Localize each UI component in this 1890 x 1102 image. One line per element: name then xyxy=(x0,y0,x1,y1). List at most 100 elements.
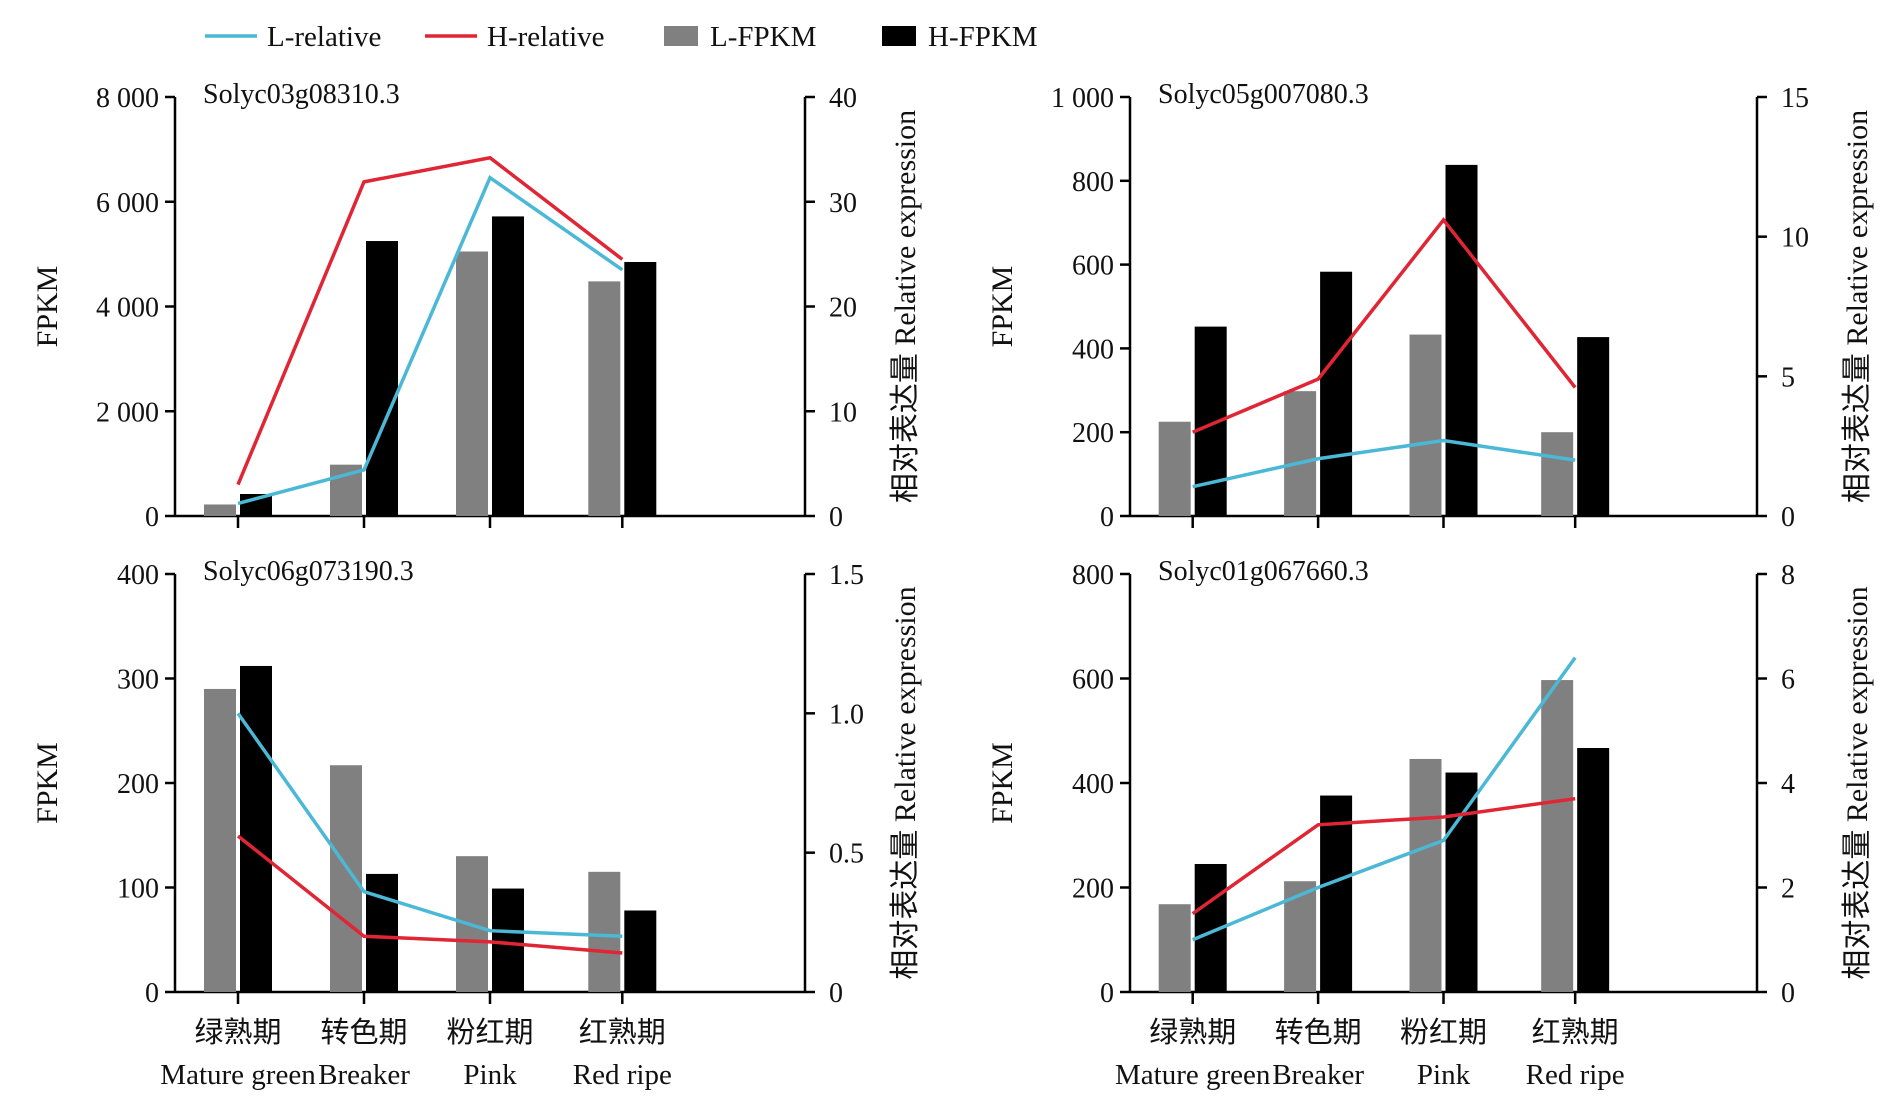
x-tick-label-cn: 转色期 xyxy=(1275,1016,1362,1049)
legend: L-relative H-relative L-FPKM H-FPKM xyxy=(205,21,1038,53)
y-tick-label-left: 400 xyxy=(1072,769,1114,800)
x-tick-label-en: Pink xyxy=(463,1059,517,1091)
x-tick-label-en: Red ripe xyxy=(573,1059,672,1091)
bar-h-fpkm xyxy=(366,873,398,992)
legend-swatch-bar xyxy=(664,26,698,46)
bar-h-fpkm xyxy=(1445,164,1478,517)
legend-swatch-bar xyxy=(882,26,916,46)
y-axis-title-left: FPKM xyxy=(31,742,64,824)
y-tick-label-left: 100 xyxy=(117,874,159,905)
series-line-l-relative xyxy=(1192,656,1577,942)
y-tick-label-right: 2 xyxy=(1781,874,1795,905)
bar-h-fpkm xyxy=(492,216,524,517)
bar-h-fpkm xyxy=(492,888,524,992)
y-tick-label-right: 10 xyxy=(1781,223,1809,254)
y-tick-label-left: 1 000 xyxy=(1051,83,1114,114)
legend-item-l-relative: L-relative xyxy=(205,21,381,53)
y-tick-label-right: 0 xyxy=(829,502,843,533)
series-line-h-relative xyxy=(1191,796,1576,916)
y-tick-label-left: 800 xyxy=(1072,167,1114,198)
bar-h-fpkm xyxy=(1577,747,1610,992)
y-axis-title-right: 相对表达量 Relative expression xyxy=(889,110,922,503)
y-axis-title-right: 相对表达量 Relative expression xyxy=(1841,110,1874,503)
y-tick-label-left: 600 xyxy=(1072,665,1114,696)
y-tick-label-left: 0 xyxy=(1100,502,1114,533)
y-axis-title-right: 相对表达量 Relative expression xyxy=(889,586,922,979)
y-tick-label-right: 15 xyxy=(1781,83,1809,114)
y-tick-label-left: 200 xyxy=(117,769,159,800)
bar-l-fpkm xyxy=(1158,904,1191,992)
y-tick-label-left: 800 xyxy=(1072,560,1114,591)
x-tick-label-cn: 转色期 xyxy=(320,1016,407,1049)
bar-l-fpkm xyxy=(588,281,621,516)
x-tick-label-cn: 红熟期 xyxy=(1532,1016,1619,1049)
legend-item-h-fpkm: H-FPKM xyxy=(882,21,1038,53)
y-tick-label-right: 0 xyxy=(1781,502,1795,533)
y-tick-label-left: 0 xyxy=(145,502,159,533)
bar-l-fpkm xyxy=(1409,334,1442,516)
legend-label: L-relative xyxy=(267,21,381,53)
y-tick-label-left: 400 xyxy=(117,560,159,591)
x-tick-label-en: Breaker xyxy=(1272,1059,1364,1091)
bar-h-fpkm xyxy=(240,665,272,992)
x-tick-label-cn: 绿熟期 xyxy=(194,1016,281,1049)
bar-l-fpkm xyxy=(1409,758,1442,992)
chart-panel-3: 0 100 200 300 400 0 0.5 1.0 1.5 FPKM 相对表达量 Relativ… xyxy=(31,556,922,1091)
panel-title: Solyc06g073190.3 xyxy=(203,556,414,587)
bar-h-fpkm xyxy=(624,261,657,516)
bar-l-fpkm xyxy=(204,688,236,992)
legend-label: L-FPKM xyxy=(710,21,816,53)
y-tick-label-left: 6 000 xyxy=(96,188,159,219)
y-tick-label-left: 0 xyxy=(1100,978,1114,1009)
x-tick-label-en: Red ripe xyxy=(1526,1059,1625,1091)
y-tick-label-right: 1.5 xyxy=(829,560,864,591)
legend-item-h-relative: H-relative xyxy=(425,21,605,53)
bar-l-fpkm xyxy=(330,765,362,992)
y-tick-label-right: 0.5 xyxy=(829,839,864,870)
y-tick-label-right: 40 xyxy=(829,83,857,114)
bar-l-fpkm xyxy=(1158,421,1191,516)
y-tick-label-left: 4 000 xyxy=(96,293,159,324)
y-tick-label-left: 8 000 xyxy=(96,83,159,114)
bar-l-fpkm xyxy=(1541,680,1574,992)
y-axis-title-left: FPKM xyxy=(31,266,64,348)
y-tick-label-right: 10 xyxy=(829,397,857,428)
panel-title: Solyc03g08310.3 xyxy=(203,79,400,110)
series-line-h-relative xyxy=(236,155,624,486)
y-tick-label-right: 4 xyxy=(1781,769,1795,800)
x-tick-label-cn: 红熟期 xyxy=(579,1016,666,1049)
series-line-l-relative xyxy=(1192,438,1576,489)
series-line-h-relative xyxy=(236,834,623,955)
x-tick-label-cn: 绿熟期 xyxy=(1149,1016,1236,1049)
y-tick-label-right: 0 xyxy=(1781,978,1795,1009)
bar-h-fpkm xyxy=(1320,271,1353,516)
y-tick-label-left: 200 xyxy=(1072,418,1114,449)
y-tick-label-left: 300 xyxy=(117,665,159,696)
legend-item-l-fpkm: L-FPKM xyxy=(664,21,816,53)
x-tick-label-en: Pink xyxy=(1417,1059,1471,1091)
series-line-l-relative xyxy=(236,712,623,939)
x-tick-label-en: Breaker xyxy=(318,1059,410,1091)
bar-l-fpkm xyxy=(1284,391,1317,516)
y-axis-title-right: 相对表达量 Relative expression xyxy=(1841,586,1874,979)
y-tick-label-right: 0 xyxy=(829,978,843,1009)
bar-l-fpkm xyxy=(588,871,621,992)
x-tick-label-en: Mature green xyxy=(1115,1059,1271,1091)
y-tick-label-left: 200 xyxy=(1072,874,1114,905)
x-tick-label-cn: 粉红期 xyxy=(446,1016,533,1049)
bar-h-fpkm xyxy=(624,910,657,992)
bar-l-fpkm xyxy=(204,504,236,516)
y-tick-label-right: 5 xyxy=(1781,362,1795,393)
y-axis-title-left: FPKM xyxy=(986,742,1019,824)
y-tick-label-left: 0 xyxy=(145,978,159,1009)
series-line-l-relative xyxy=(237,174,624,506)
chart-panel-4: 0 200 400 600 800 0 2 4 6 8 FPKM 相对表达量 Relative exp… xyxy=(986,556,1874,1091)
bar-h-fpkm xyxy=(1577,337,1610,516)
legend-label: H-FPKM xyxy=(928,21,1038,53)
panel-title: Solyc01g067660.3 xyxy=(1158,556,1369,587)
y-tick-label-left: 400 xyxy=(1072,334,1114,365)
chart-panel-1: 0 2 000 4 000 6 000 8 000 0 10 20 30 40 FPKM 相对表达量 … xyxy=(31,79,922,533)
y-tick-label-right: 30 xyxy=(829,188,857,219)
